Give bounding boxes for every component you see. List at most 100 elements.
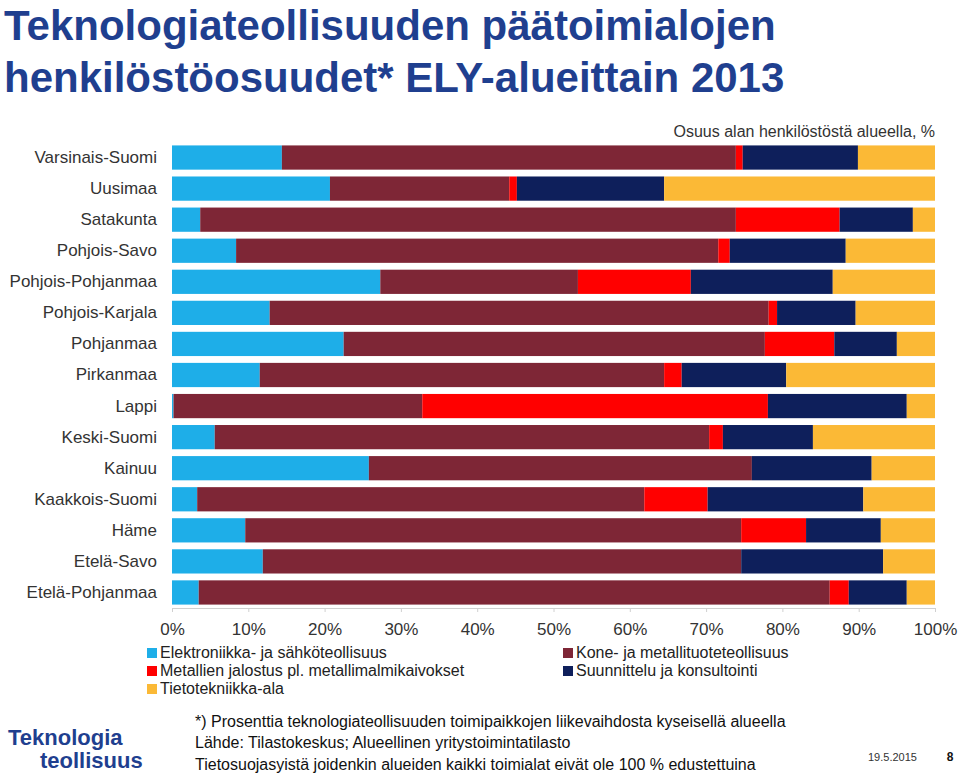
y-tick-label: Keski-Suomi	[62, 428, 157, 447]
bar	[172, 301, 270, 325]
bar	[813, 425, 935, 449]
bar	[172, 580, 199, 604]
y-tick-label: Satakunta	[80, 210, 157, 229]
logo-text: Teknologia	[8, 725, 123, 750]
y-tick: Etelä-Pohjanmaa	[27, 583, 172, 602]
x-tick-label: 90%	[842, 620, 876, 639]
x-tick: 20%	[308, 608, 342, 639]
x-tick-mark	[401, 608, 402, 612]
bar	[830, 580, 849, 604]
x-tick-label: 0%	[160, 620, 185, 639]
plot-area	[172, 145, 935, 604]
y-tick-label: Kainuu	[104, 459, 157, 478]
y-tick: Kainuu	[104, 459, 172, 478]
series-group	[664, 145, 935, 604]
bar	[270, 301, 769, 325]
bar	[369, 456, 752, 480]
bar	[174, 394, 423, 418]
x-tick-mark	[706, 608, 707, 612]
y-axis-line	[172, 143, 173, 609]
bar	[736, 145, 743, 169]
x-tick: 50%	[537, 608, 571, 639]
bar	[806, 518, 881, 542]
x-tick: 40%	[461, 608, 495, 639]
x-tick-label: 100%	[914, 620, 957, 639]
y-tick: Uusimaa	[90, 179, 172, 198]
legend-label: Metallien jalostus pl. metallimalmikaivo…	[160, 662, 465, 679]
bar	[172, 145, 282, 169]
y-tick: Pohjois-Savo	[57, 241, 172, 260]
y-tick: Pirkanmaa	[76, 365, 172, 384]
y-tick: Lappi	[115, 397, 172, 416]
bar	[736, 208, 840, 232]
chart-title: Teknologiateollisuuden päätoimialojen he…	[4, 0, 949, 104]
y-tick-label: Etelä-Pohjanmaa	[27, 583, 158, 602]
subtitle: Osuus alan henkilöstöstä alueella, %	[674, 123, 936, 140]
x-tick-label: 40%	[461, 620, 495, 639]
bar	[858, 145, 935, 169]
bar	[263, 549, 741, 573]
legend-item: Kone- ja metallituoteteollisuus	[563, 644, 789, 661]
y-tick: Satakunta	[80, 210, 172, 229]
bar	[741, 518, 806, 542]
bar	[881, 518, 935, 542]
y-tick: Kaakkois-Suomi	[34, 490, 172, 509]
y-tick-label: Lappi	[115, 397, 157, 416]
bar	[718, 239, 729, 263]
bar	[863, 487, 935, 511]
bar	[708, 487, 864, 511]
x-axis: 0% 10% 20% 30% 40% 50% 60% 70% 80% 90% 100%	[160, 608, 957, 639]
legend-label: Elektroniikka- ja sähköteollisuus	[160, 644, 387, 661]
legend-label: Tietotekniikka-ala	[160, 680, 284, 697]
bar	[872, 456, 935, 480]
legend-swatch	[563, 666, 573, 676]
chart-svg: Osuus alan henkilöstöstä alueella, % 0% 10…	[0, 0, 959, 779]
bar	[786, 363, 935, 387]
x-tick-label: 80%	[766, 620, 800, 639]
bar	[846, 239, 935, 263]
bar	[422, 394, 768, 418]
y-tick-label: Uusimaa	[90, 179, 158, 198]
y-tick-label: Kaakkois-Suomi	[34, 490, 157, 509]
x-tick-mark	[477, 608, 478, 612]
y-tick-label: Pirkanmaa	[76, 365, 158, 384]
bar	[741, 549, 883, 573]
y-tick: Pohjois-Pohjanmaa	[10, 272, 172, 291]
date-label: 19.5.2015	[868, 751, 917, 763]
legend: Elektroniikka- ja sähköteollisuus Kone- j…	[147, 644, 789, 697]
bar	[172, 363, 260, 387]
legend-swatch	[147, 648, 157, 658]
bar	[282, 145, 736, 169]
bar	[834, 332, 897, 356]
bar	[743, 145, 858, 169]
bar	[723, 425, 813, 449]
x-tick-mark	[630, 608, 631, 612]
x-tick: 10%	[232, 608, 266, 639]
legend-label: Kone- ja metallituoteteollisuus	[576, 644, 789, 661]
x-axis-line	[173, 609, 936, 613]
legend-item: Tietotekniikka-ala	[147, 680, 284, 697]
y-tick: Varsinais-Suomi	[34, 148, 172, 167]
x-tick-mark	[859, 608, 860, 612]
x-tick: 90%	[842, 608, 876, 639]
bar	[380, 270, 578, 294]
legend-item: Metallien jalostus pl. metallimalmikaivo…	[147, 662, 465, 679]
x-tick: 60%	[613, 608, 647, 639]
legend-swatch	[147, 666, 157, 676]
x-tick-label: 70%	[690, 620, 724, 639]
bar	[833, 270, 935, 294]
legend-label: Suunnittelu ja konsultointi	[576, 662, 757, 679]
y-tick: Etelä-Savo	[74, 552, 172, 571]
x-tick-mark	[248, 608, 249, 612]
bar	[578, 270, 691, 294]
x-tick: 30%	[384, 608, 418, 639]
bar	[691, 270, 833, 294]
bar	[768, 394, 907, 418]
bar	[517, 176, 664, 200]
bar	[260, 363, 664, 387]
series-group	[422, 145, 849, 604]
x-tick-mark	[554, 608, 555, 612]
bar	[897, 332, 935, 356]
y-tick-label: Varsinais-Suomi	[34, 148, 157, 167]
bar	[664, 176, 935, 200]
